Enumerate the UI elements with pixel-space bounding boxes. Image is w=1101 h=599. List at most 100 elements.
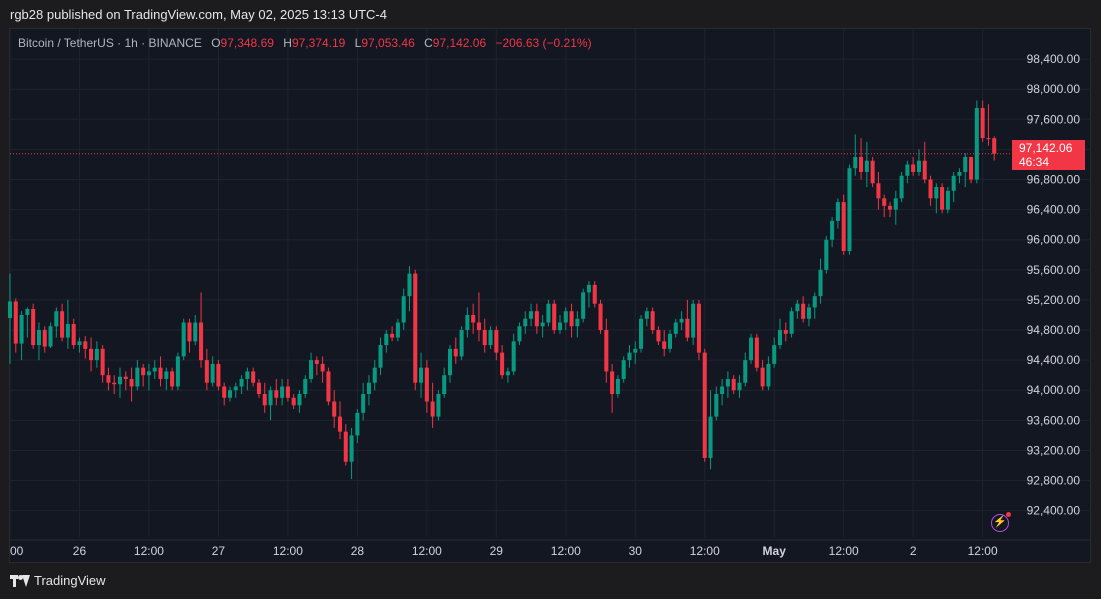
candle-body (667, 333, 673, 349)
low-label: L (354, 36, 362, 50)
bar-countdown: 46:34 (1019, 155, 1050, 169)
candle-body (749, 337, 754, 361)
candle-body (488, 330, 493, 346)
candle-body (395, 322, 400, 338)
candle-body (436, 394, 441, 417)
candle-body (957, 171, 962, 176)
candle-body (795, 303, 800, 312)
y-tick-label: 92,400.00 (1027, 504, 1081, 518)
candle-body (60, 311, 65, 338)
candle-body (783, 330, 788, 334)
change-value: −206.63 (−0.21%) (495, 36, 592, 50)
candle-body (135, 367, 140, 387)
y-tick-label: 96,400.00 (1027, 203, 1081, 217)
tradingview-logo-icon (10, 574, 30, 587)
candle-body (112, 382, 117, 385)
last-price-value: 97,142.06 (1019, 141, 1073, 155)
candle-body (233, 386, 238, 391)
brand-name: TradingView (34, 573, 106, 588)
candle-body (529, 311, 534, 319)
y-tick-label: 94,000.00 (1027, 383, 1081, 397)
candle-body (274, 390, 279, 398)
symbol-label[interactable]: Bitcoin / TetherUS · 1h · BINANCE (18, 36, 202, 50)
candle-body (83, 341, 88, 349)
candle-body (610, 371, 615, 395)
candle-body (639, 318, 644, 349)
candle-body (447, 348, 453, 376)
candle-body (569, 311, 574, 327)
candle-body (378, 345, 383, 368)
candle-body (199, 322, 204, 361)
candle-body (430, 401, 435, 417)
candle-body (818, 269, 823, 297)
candle-body (361, 394, 366, 413)
candle-body (876, 183, 881, 199)
candle-body (882, 198, 887, 206)
lightning-bolt-icon[interactable]: ⚡ (991, 512, 1011, 532)
candle-body (685, 318, 690, 338)
candle-body (592, 284, 597, 304)
x-tick-label: 29 (490, 544, 504, 558)
candle-body (708, 416, 713, 458)
candle-body (656, 330, 661, 342)
candle-body (581, 292, 586, 319)
published-caption: rgb28 published on TradingView.com, May … (10, 7, 387, 22)
candle-body (864, 160, 869, 172)
candle-body (366, 382, 371, 395)
candle-body (291, 397, 296, 406)
x-tick-label: 30 (629, 544, 643, 558)
candle-body (222, 386, 227, 398)
x-tick-label: 00 (10, 544, 24, 558)
candle-body (598, 303, 603, 331)
close-value: 97,142.06 (432, 36, 487, 50)
candle-body (320, 363, 325, 372)
x-tick-label: 12:00 (968, 544, 998, 558)
candle-body (847, 168, 852, 252)
footer-brand[interactable]: TradingView (10, 573, 106, 588)
candle-body (13, 301, 18, 344)
candle-body (245, 371, 250, 379)
candle-body (129, 378, 134, 387)
candle-body (303, 378, 308, 395)
candle-body (702, 352, 707, 458)
candle-body (899, 175, 904, 199)
candle-body (928, 179, 933, 199)
candle-body (760, 367, 765, 387)
candle-body (170, 371, 175, 387)
candle-body (297, 394, 302, 406)
y-tick-label: 96,800.00 (1027, 173, 1081, 187)
candle-body (604, 330, 609, 372)
candle-body (204, 360, 209, 383)
candle-body (679, 318, 684, 323)
candle-body (627, 352, 632, 361)
candle-body (31, 308, 36, 346)
open-value: 97,348.69 (220, 36, 274, 50)
y-tick-label: 93,600.00 (1027, 413, 1081, 427)
candle-body (42, 330, 47, 347)
candle-body (19, 314, 24, 344)
candle-body (766, 363, 771, 387)
candle-body (106, 375, 111, 383)
high-value: 97,374.19 (291, 36, 346, 50)
candle-body (309, 360, 314, 379)
candle-body (772, 345, 777, 364)
y-tick-label: 95,200.00 (1027, 293, 1081, 307)
candle-body (390, 333, 395, 338)
x-tick-label: 12:00 (690, 544, 720, 558)
candle-body (349, 435, 354, 462)
candle-body (650, 311, 655, 331)
candle-body (123, 376, 128, 379)
chart-panel[interactable] (9, 28, 1091, 563)
candle-body (239, 378, 244, 387)
candle-body (777, 330, 783, 346)
candle-body (743, 360, 748, 383)
x-tick-label: 12:00 (273, 544, 303, 558)
candle-body (152, 367, 157, 372)
candle-body (789, 311, 794, 334)
candle-body (737, 382, 742, 391)
high-label: H (283, 36, 292, 50)
candle-body (424, 367, 429, 402)
candle-body (980, 108, 985, 139)
candle-body (256, 382, 261, 395)
